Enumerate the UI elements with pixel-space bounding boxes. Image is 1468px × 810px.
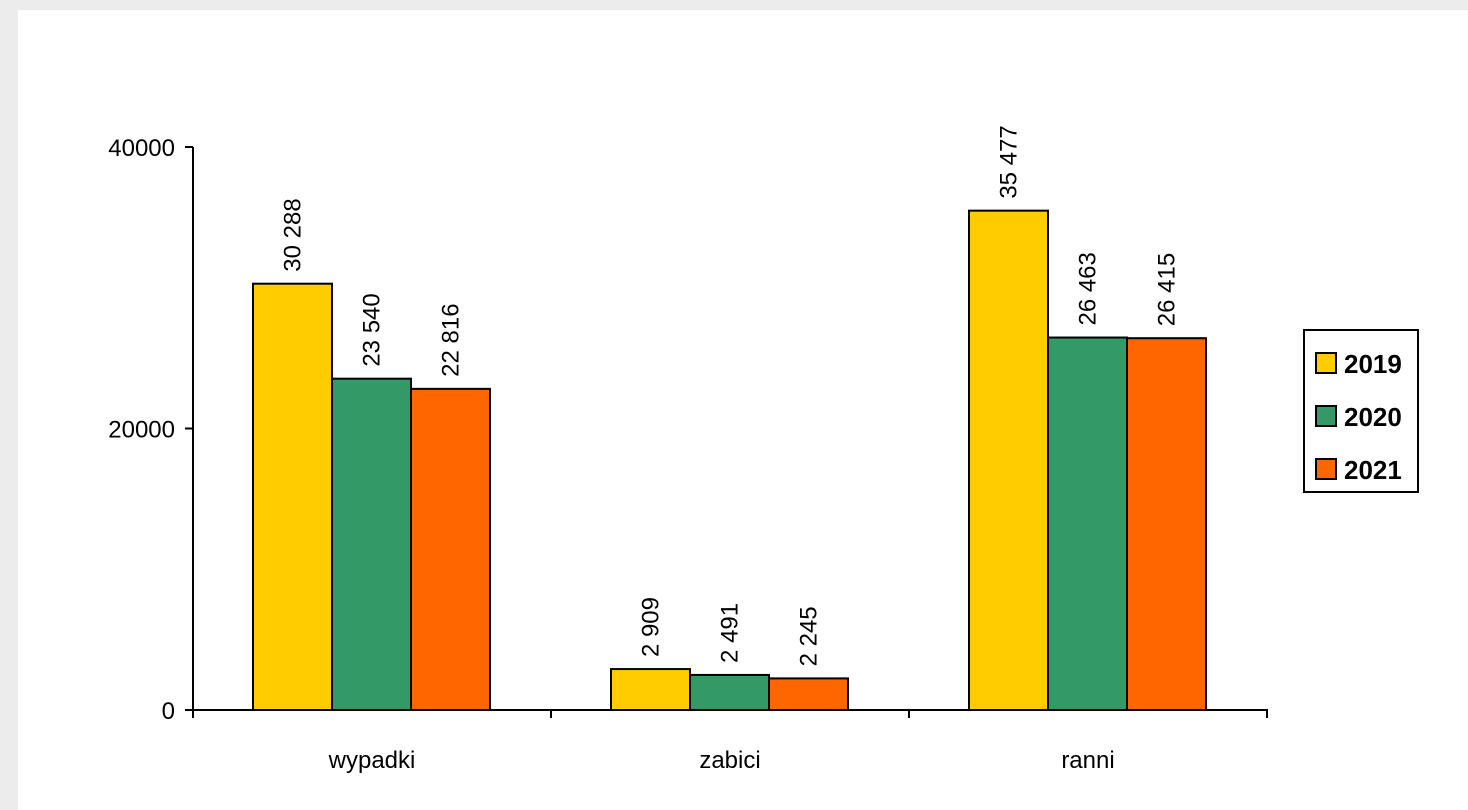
data-labels: 30 288 23 540 22 816 2 909 2 491 2 245 35 477 2… [280,125,1181,666]
category-label: ranni [1061,747,1114,774]
y-axis: 0 20000 40000 [108,135,194,725]
legend-swatch-2020 [1315,405,1337,427]
data-label-wypadki-2021: 22 816 [438,303,465,376]
data-label-ranni-2020: 26 463 [1075,252,1102,325]
bar-wypadki-2019 [252,282,333,711]
chart-frame: 0 20000 40000 wypadki zabici ranni 30 288 23 … [18,10,1468,810]
category-label: zabici [699,747,760,774]
bar-ranni-2020 [1047,336,1128,711]
data-label-zabici-2021: 2 245 [796,606,823,666]
data-label-wypadki-2020: 23 540 [359,293,386,366]
bar-ranni-2021 [1126,337,1207,711]
data-label-zabici-2020: 2 491 [717,603,744,663]
y-tick-label: 40000 [108,135,175,162]
data-label-wypadki-2019: 30 288 [280,198,307,271]
y-tick-label: 0 [162,698,175,725]
bars [252,209,1207,712]
data-label-ranni-2019: 35 477 [996,125,1023,198]
data-label-ranni-2021: 26 415 [1154,253,1181,326]
bar-chart: 0 20000 40000 wypadki zabici ranni 30 288 23 … [108,125,1419,774]
legend-label-2020: 2020 [1344,402,1402,432]
bar-wypadki-2020 [331,377,412,711]
legend-label-2019: 2019 [1344,349,1402,379]
legend-label-2021: 2021 [1344,455,1402,485]
bar-zabici-2020 [689,673,770,711]
data-label-zabici-2019: 2 909 [638,597,665,657]
x-axis: wypadki zabici ranni [192,709,1268,774]
bar-wypadki-2021 [410,387,491,711]
legend: 2019 2020 2021 [1303,329,1419,493]
legend-swatch-2021 [1315,458,1337,480]
bar-zabici-2021 [768,677,849,711]
legend-swatch-2019 [1315,352,1337,374]
bar-zabici-2019 [610,668,691,712]
y-tick-label: 20000 [108,417,175,444]
category-label: wypadki [328,747,416,774]
bar-ranni-2019 [968,209,1049,711]
